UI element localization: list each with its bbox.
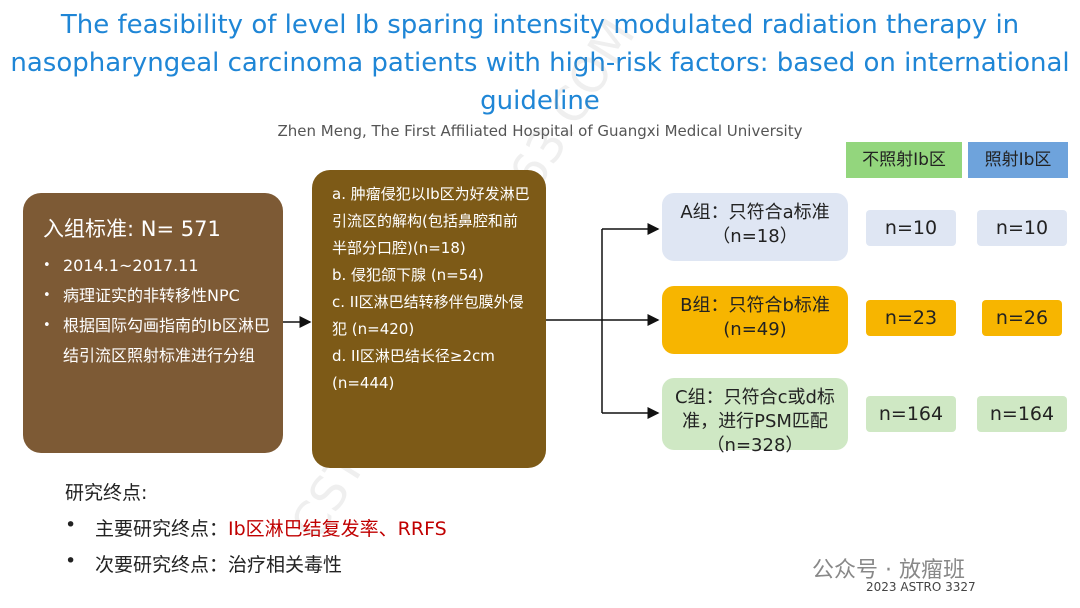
slide-title: The feasibility of level Ib sparing inte… xyxy=(10,10,1070,116)
group-b-box: B组：只符合b标准 (n=49) xyxy=(662,286,848,354)
group-c-box: C组：只符合c或d标准，进行PSM匹配（n=328） xyxy=(662,378,848,456)
footer-code: 2023 ASTRO 3327 xyxy=(866,580,976,594)
criteria-item: 病理证实的非转移性NPC xyxy=(43,281,273,311)
footer-brand: 公众号 · 放瘤班 xyxy=(812,558,965,583)
primary-endpoint-label: 主要研究终点： xyxy=(95,518,229,540)
primary-endpoint-value: Ib区淋巴结复发率、RRFS xyxy=(228,518,447,540)
author-line: Zhen Meng, The First Affiliated Hospital… xyxy=(277,122,803,140)
header-irradiation: 照射Ib区 xyxy=(968,142,1068,178)
group-c-ib-count: n=164 xyxy=(977,396,1067,432)
group-b-no-ib-count: n=23 xyxy=(866,300,956,336)
group-b-ib-count: n=26 xyxy=(982,300,1062,336)
group-a-ib-count: n=10 xyxy=(977,210,1067,246)
group-c-label: C组：只符合c或d标准，进行PSM匹配（n=328） xyxy=(675,387,835,456)
endpoints-heading: 研究终点: xyxy=(65,482,148,504)
risk-factors-box: a. 肿瘤侵犯以Ib区为好发淋巴引流区的解构(包括鼻腔和前半部分口腔)(n=18… xyxy=(312,170,546,468)
criteria-heading: 入组标准: N= 571 xyxy=(43,217,221,241)
group-a-label: A组：只符合a标准（n=18） xyxy=(680,202,830,247)
group-a-no-ib-count: n=10 xyxy=(866,210,956,246)
group-a-box: A组：只符合a标准（n=18） xyxy=(662,193,848,261)
header-no-irradiation: 不照射Ib区 xyxy=(846,142,962,178)
criteria-item: 根据国际勾画指南的Ib区淋巴结引流区照射标准进行分组 xyxy=(43,311,273,371)
criteria-item: 2014.1~2017.11 xyxy=(43,251,273,281)
group-c-no-ib-count: n=164 xyxy=(866,396,956,432)
inclusion-criteria-box: 入组标准: N= 571 2014.1~2017.11 病理证实的非转移性NPC… xyxy=(23,193,283,453)
group-b-label: B组：只符合b标准 (n=49) xyxy=(680,295,830,340)
secondary-endpoint-text: 次要研究终点：治疗相关毒性 xyxy=(95,554,343,576)
risk-factors-text: a. 肿瘤侵犯以Ib区为好发淋巴引流区的解构(包括鼻腔和前半部分口腔)(n=18… xyxy=(332,185,530,392)
criteria-list: 2014.1~2017.11 病理证实的非转移性NPC 根据国际勾画指南的Ib区… xyxy=(43,251,273,371)
